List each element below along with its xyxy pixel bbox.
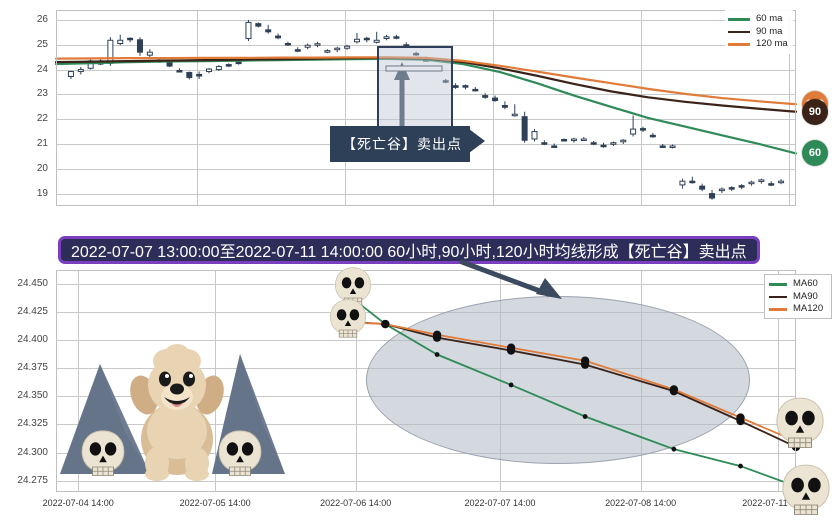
gridline bbox=[56, 119, 796, 121]
legend-item: MA120 bbox=[769, 303, 823, 316]
y-axis-tick-label: 24.425 bbox=[17, 305, 48, 317]
x-axis-tick-label: 2022-07-08 14:00 bbox=[605, 498, 677, 508]
y-axis-tick-label: 24.400 bbox=[17, 333, 48, 345]
gridline bbox=[640, 10, 642, 206]
callout-label: 【死亡谷】卖出点 bbox=[342, 136, 462, 152]
gridline bbox=[355, 270, 357, 492]
death-valley-ellipse bbox=[366, 296, 750, 464]
legend-color-swatch bbox=[728, 43, 750, 46]
top-candlestick-chart: 26 25 24 23 22 21 20 19 【死亡谷】卖出点 60 ma 90 ma 120 … bbox=[0, 0, 839, 232]
gridline bbox=[56, 193, 796, 195]
y-axis-tick-label: 25 bbox=[36, 38, 48, 50]
ma-end-badge: 60 bbox=[802, 140, 828, 167]
gridline bbox=[196, 10, 198, 206]
legend-color-swatch bbox=[769, 308, 787, 311]
skull-icon bbox=[329, 299, 367, 338]
y-axis-tick-label: 24.275 bbox=[17, 474, 48, 486]
decoration-overlay bbox=[60, 259, 830, 515]
legend-label: 60 ma bbox=[756, 13, 783, 24]
legend-color-swatch bbox=[728, 30, 750, 33]
gridline bbox=[56, 168, 796, 170]
death-valley-banner: 2022-07-07 13:00:00至2022-07-11 14:00:00 … bbox=[58, 236, 760, 264]
x-axis-tick-label: 2022-07-11 14:00 bbox=[742, 498, 813, 508]
gridline bbox=[56, 480, 796, 482]
top-legend: 60 ma 90 ma 120 ma bbox=[725, 10, 793, 54]
gridline bbox=[492, 10, 494, 206]
gridline bbox=[56, 452, 796, 454]
gridline bbox=[777, 270, 779, 492]
gridline bbox=[56, 19, 796, 21]
legend-label: MA60 bbox=[793, 278, 818, 289]
pointer-arrow-icon bbox=[459, 259, 562, 299]
legend-label: 120 ma bbox=[756, 38, 788, 49]
legend-item: 120 ma bbox=[728, 38, 788, 51]
x-axis-tick-label: 2022-07-06 14:00 bbox=[320, 498, 392, 508]
y-axis-tick-label: 20 bbox=[36, 162, 48, 174]
legend-color-swatch bbox=[769, 295, 787, 298]
legend-label: MA90 bbox=[793, 290, 818, 302]
legend-color-swatch bbox=[728, 18, 750, 21]
legend-item: MA60 bbox=[769, 278, 823, 291]
y-axis-tick-label: 22 bbox=[36, 113, 48, 125]
y-axis-tick-label: 19 bbox=[36, 187, 48, 199]
skull-icon bbox=[782, 464, 830, 515]
gridline bbox=[56, 94, 796, 96]
legend-item: 90 ma bbox=[728, 26, 788, 39]
y-axis-tick-label: 24.325 bbox=[17, 418, 48, 430]
poodle-dog-illustration bbox=[130, 344, 224, 481]
y-axis-tick-label: 24.350 bbox=[17, 390, 48, 402]
y-axis-tick-label: 21 bbox=[36, 137, 48, 149]
x-axis-tick-label: 2022-07-05 14:00 bbox=[179, 498, 251, 508]
legend-item: MA90 bbox=[769, 291, 823, 304]
ma-end-badge: 90 bbox=[802, 98, 828, 125]
banner-text: 2022-07-07 13:00:00至2022-07-11 14:00:00 … bbox=[71, 244, 747, 261]
legend-item: 60 ma bbox=[728, 13, 788, 26]
gridline bbox=[78, 270, 80, 492]
skull-icon bbox=[334, 267, 372, 306]
y-axis-tick-label: 24 bbox=[36, 63, 48, 75]
y-axis-tick-label: 26 bbox=[36, 13, 48, 25]
y-axis-tick-label: 23 bbox=[36, 88, 48, 100]
legend-label: 90 ma bbox=[756, 25, 783, 37]
bottom-ma-chart: 24.450 24.425 24.400 24.375 24.350 24.325 24.3… bbox=[0, 252, 839, 520]
y-axis-tick-label: 24.450 bbox=[17, 277, 48, 289]
gridline bbox=[344, 10, 346, 206]
death-valley-highlight-rect bbox=[377, 46, 453, 137]
death-valley-callout: 【死亡谷】卖出点 bbox=[330, 126, 470, 162]
y-axis-tick-label: 24.375 bbox=[17, 362, 48, 374]
skull-icon bbox=[218, 430, 262, 476]
skull-icon bbox=[776, 397, 824, 448]
top-series-overlay bbox=[54, 19, 798, 200]
legend-color-swatch bbox=[769, 283, 787, 286]
x-axis-tick-label: 2022-07-04 14:00 bbox=[42, 498, 114, 508]
bottom-legend: MA60 MA90 MA120 bbox=[766, 275, 828, 319]
top-plot-area bbox=[56, 10, 796, 206]
gridline bbox=[788, 10, 790, 206]
gridline bbox=[56, 44, 796, 46]
callout-arrow-tip bbox=[465, 126, 485, 156]
gridline bbox=[56, 311, 796, 313]
legend-label: MA120 bbox=[793, 303, 824, 314]
y-axis-tick-label: 24.300 bbox=[17, 446, 48, 458]
x-axis-tick-label: 2022-07-07 14:00 bbox=[464, 498, 536, 508]
gridline bbox=[56, 283, 796, 285]
skull-icon bbox=[81, 430, 125, 476]
